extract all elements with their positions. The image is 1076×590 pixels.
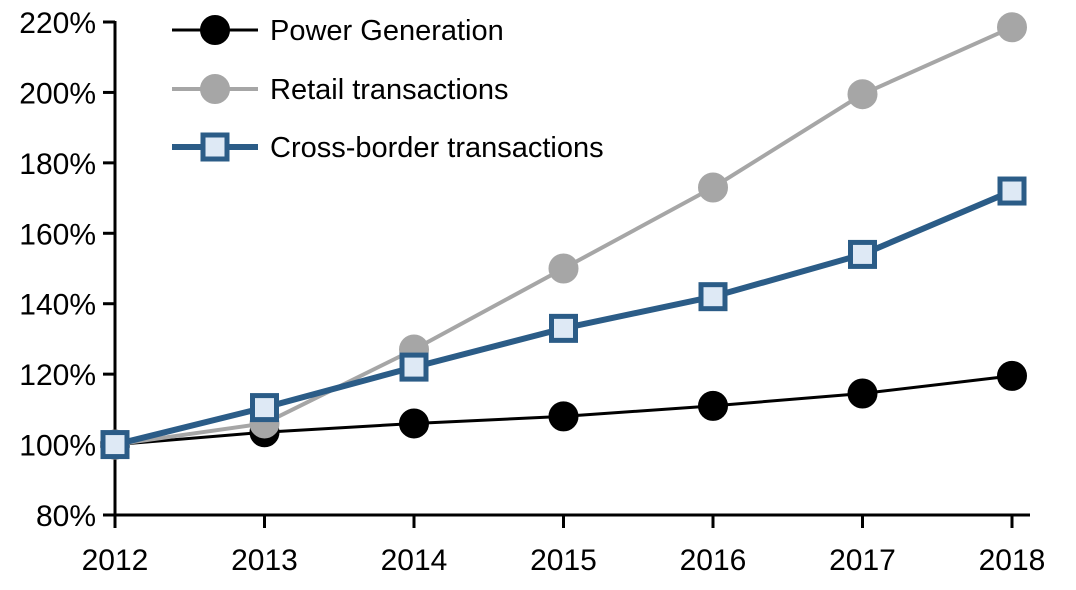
x-axis-tick-label: 2015 [530,544,597,577]
y-axis-tick-label: 220% [19,7,96,40]
y-axis-tick-label: 200% [19,77,96,110]
data-point-square-cross-border-transactions [698,282,728,312]
data-point-circle-power-generation [399,408,429,439]
x-axis-tick-label: 2012 [82,544,149,577]
data-point-square-cross-border-transactions [997,176,1027,206]
data-point-square-cross-border-transactions [100,430,130,460]
x-axis-tick-label: 2014 [381,544,448,577]
data-point-square-legend [200,132,230,162]
y-axis-tick-label: 160% [19,218,96,251]
x-axis-tick-label: 2013 [231,544,298,577]
data-point-circle-retail-transactions [847,79,878,110]
x-axis-tick-label: 2018 [979,544,1046,577]
data-point-circle-power-generation [548,401,579,432]
data-point-circle-power-generation [847,378,878,409]
data-point-circle-legend [200,74,230,104]
data-point-circle-retail-transactions [698,172,728,203]
data-point-square-cross-border-transactions [250,393,279,423]
data-point-square-cross-border-transactions [549,313,578,343]
data-point-circle-retail-transactions [548,253,579,284]
y-axis-tick-label: 120% [19,359,96,392]
y-axis-tick-label: 180% [19,148,96,181]
y-axis-tick-label: 80% [36,500,96,533]
data-point-square-cross-border-transactions [399,352,429,382]
legend-label: Power Generation [270,15,504,47]
y-axis-tick-label: 140% [19,289,96,322]
legend-label: Cross-border transactions [270,132,604,164]
y-axis-tick-label: 100% [19,430,96,463]
x-axis-tick-label: 2017 [829,544,896,577]
data-point-circle-power-generation [997,360,1027,391]
data-point-circle-power-generation [698,390,728,421]
data-point-circle-legend [200,15,230,45]
x-axis-tick-label: 2016 [680,544,747,577]
data-point-square-cross-border-transactions [848,239,877,269]
data-point-circle-retail-transactions [997,12,1027,43]
legend-label: Retail transactions [270,74,509,106]
